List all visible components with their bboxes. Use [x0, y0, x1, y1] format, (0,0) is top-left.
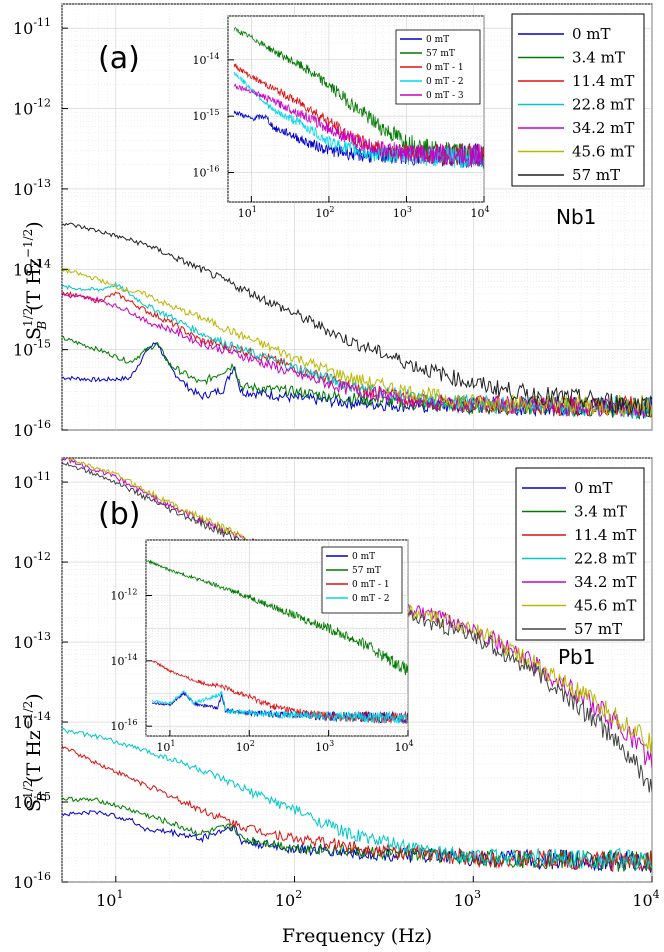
legend-entry-label: 0 mT - 2 [352, 594, 390, 604]
panel-a-y-ticks: 10-16 10-15 10-14 10-13 10-12 10-11 [13, 16, 68, 440]
y-tick-label: 10-12 [111, 587, 138, 602]
y-tick-label: 10-14 [13, 710, 51, 732]
series-line-0-mt-2 [151, 690, 408, 724]
legend-entry-label: 0 mT - 3 [426, 91, 464, 101]
legend-entry-label: 34.2 mT [572, 119, 634, 137]
panel-a-material-label: Nb1 [556, 205, 596, 229]
y-tick-label: 10-14 [13, 257, 51, 279]
panel-b-inset-x-ticks: 101 102 103 104 [156, 730, 414, 754]
x-tick-label: 101 [156, 739, 175, 754]
panel-a-inset-legend: 0 mT 57 mT 0 mT - 1 0 mT - 2 0 mT - 3 [395, 29, 481, 105]
legend-entry-label: 0 mT [574, 479, 613, 497]
series-line-3-4-mt [62, 335, 652, 420]
y-tick-label: 10-15 [193, 108, 220, 123]
legend-entry-label: 22.8 mT [574, 550, 636, 568]
legend-entry-label: 0 mT - 1 [426, 63, 464, 73]
series-line-22-8-mt [62, 281, 652, 421]
series-line-0-mt-1 [152, 660, 408, 724]
y-tick-label: 10-14 [111, 653, 138, 668]
legend-entry-label: 3.4 mT [574, 503, 627, 521]
panel-a-inset-x-ticks: 101 102 103 104 [238, 196, 490, 220]
series-line-3-4-mt [62, 796, 652, 872]
legend-entry-label: 57 mT [426, 49, 455, 59]
y-tick-label: 10-16 [111, 718, 138, 733]
panel-b-label: (b) [98, 497, 140, 532]
legend-entry-label: 57 mT [574, 620, 622, 638]
panel-a-legend-box [511, 13, 645, 187]
x-tick-label: 103 [315, 739, 334, 754]
y-tick-label: 10-14 [193, 52, 220, 67]
panel-b-inset-legend: 0 mT 57 mT 0 mT - 1 0 mT - 2 [321, 546, 403, 614]
legend-entry-label: 0 mT [572, 25, 611, 43]
y-tick-label: 10-15 [13, 338, 51, 360]
series-line-0-mt-3 [233, 83, 484, 168]
series-line-0-mt [233, 110, 484, 169]
legend-entry-label: 0 mT - 1 [352, 580, 390, 590]
x-tick-label: 101 [96, 888, 123, 910]
panel-a-label: (a) [98, 41, 140, 76]
series-line-22-8-mt [62, 727, 652, 871]
x-tick-label: 101 [238, 205, 257, 220]
y-tick-label: 10-12 [13, 97, 51, 119]
legend-entry-label: 3.4 mT [572, 49, 625, 67]
x-tick-label: 103 [393, 205, 412, 220]
series-line-57-mt [146, 559, 408, 676]
legend-entry-label: 57 mT [352, 566, 381, 576]
panel-b-inset-grid [145, 539, 409, 737]
x-tick-label: 102 [315, 205, 334, 220]
legend-entry-label: 45.6 mT [572, 143, 634, 161]
series-line-45-6-mt [62, 267, 652, 417]
panel-b: 10-16 10-15 10-14 10-13 10-12 10-11 101 102 103… [13, 457, 660, 910]
legend-entry-label: 34.2 mT [574, 573, 636, 591]
x-tick-label: 102 [236, 739, 255, 754]
panel-b-series [62, 458, 652, 873]
legend-entry-label: 0 mT - 2 [426, 77, 464, 87]
panel-b-legend-box [515, 467, 645, 641]
series-line-11-4-mt [62, 745, 652, 873]
y-tick-label: 10-16 [13, 418, 51, 440]
legend-entry-label: 57 mT [572, 166, 620, 184]
legend-entry-label: 11.4 mT [574, 526, 636, 544]
y-tick-label: 10-11 [13, 16, 51, 38]
x-tick-label: 102 [275, 888, 302, 910]
y-tick-label: 10-15 [13, 790, 51, 812]
panel-b-material-label: Pb1 [558, 645, 595, 669]
y-tick-label: 10-16 [13, 870, 51, 892]
panel-b-y-ticks: 10-16 10-15 10-14 10-13 10-12 10-11 [13, 470, 68, 892]
panel-b-inset-legend-box [321, 546, 403, 614]
x-tick-label: 104 [632, 888, 659, 910]
y-tick-label: 10-11 [13, 470, 51, 492]
panel-b-inset-y-ticks: 10-16 10-14 10-12 [111, 587, 152, 733]
panel-b-inset-series [146, 559, 408, 724]
legend-entry-label: 11.4 mT [572, 72, 634, 90]
panel-b-y-axis-label: S1/2B(T Hz−1/2) [21, 693, 49, 812]
panel-a-inset-y-ticks: 10-16 10-15 10-14 [193, 52, 234, 180]
legend-entry-label: 22.8 mT [572, 96, 634, 114]
legend-entry-label: 45.6 mT [574, 597, 636, 615]
panel-a-y-axis-label: S1/2B(T Hz−1/2) [21, 221, 49, 340]
panel-a: 10-16 10-15 10-14 10-13 10-12 10-11 (a) Nb1 1… [13, 3, 653, 440]
y-tick-label: 10-13 [13, 177, 51, 199]
series-line-34-2-mt [62, 292, 652, 419]
x-axis-label: Frequency (Hz) [282, 925, 432, 947]
panel-b-legend: 0 mT 3.4 mT 11.4 mT 22.8 mT 34.2 mT 45.6 mT 57… [515, 467, 645, 641]
x-tick-label: 104 [470, 205, 489, 220]
x-tick-label: 103 [454, 888, 481, 910]
y-tick-label: 10-13 [13, 630, 51, 652]
panel-a-inset-series [233, 27, 484, 170]
legend-entry-label: 0 mT [426, 35, 449, 45]
panel-a-series [62, 222, 652, 421]
panel-a-legend: 0 mT 3.4 mT 11.4 mT 22.8 mT 34.2 mT 45.6 mT 57… [511, 13, 645, 187]
legend-entry-label: 0 mT [352, 552, 375, 562]
x-tick-label: 104 [394, 739, 413, 754]
y-tick-label: 10-12 [13, 550, 51, 572]
series-line-0-mt-2 [233, 71, 484, 170]
y-tick-label: 10-16 [193, 165, 220, 180]
series-line-57-mt [62, 222, 652, 418]
panel-b-x-ticks: 101 102 103 104 [96, 876, 660, 910]
series-line-11-4-mt [62, 291, 652, 417]
